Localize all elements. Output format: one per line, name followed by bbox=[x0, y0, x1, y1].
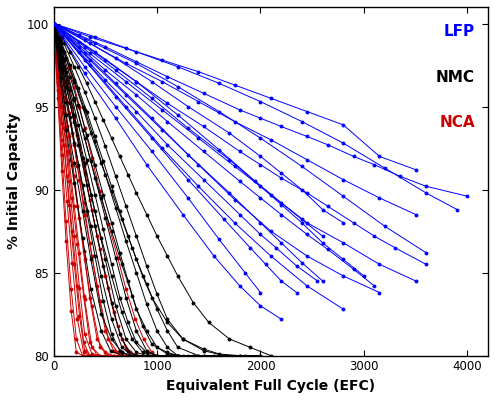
Y-axis label: % Initial Capacity: % Initial Capacity bbox=[7, 113, 21, 250]
Text: NMC: NMC bbox=[436, 70, 475, 85]
Text: NCA: NCA bbox=[440, 115, 475, 130]
X-axis label: Equivalent Full Cycle (EFC): Equivalent Full Cycle (EFC) bbox=[166, 379, 375, 393]
Text: LFP: LFP bbox=[444, 24, 475, 39]
